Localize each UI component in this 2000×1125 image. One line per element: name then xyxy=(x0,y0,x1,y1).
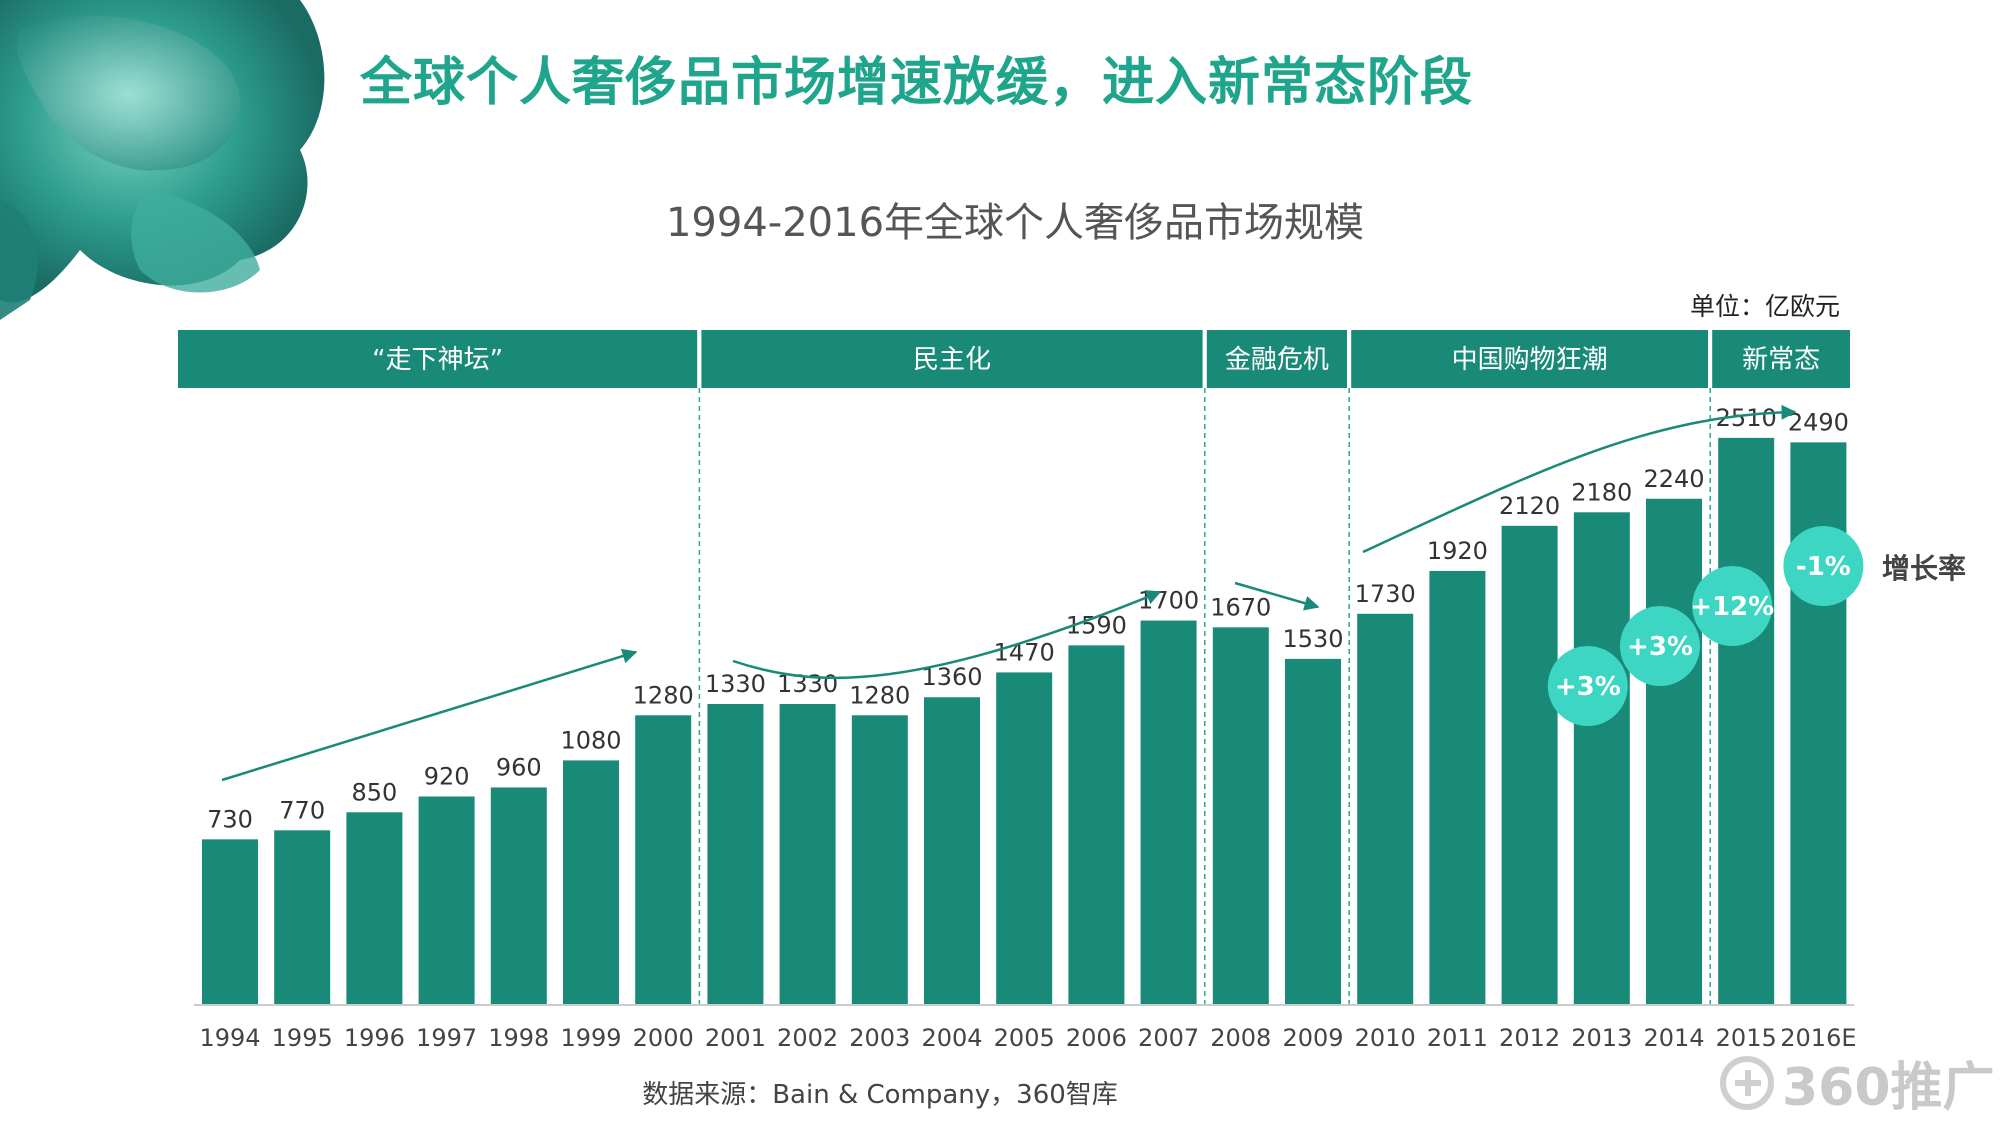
x-tick-label: 2016E xyxy=(1780,1024,1856,1052)
x-tick-label: 2003 xyxy=(849,1024,910,1052)
phase-label: 新常态 xyxy=(1742,345,1820,375)
data-label: 1530 xyxy=(1282,625,1343,653)
chart-title: 1994-2016年全球个人奢侈品市场规模 xyxy=(665,200,1365,246)
x-tick-label: 2010 xyxy=(1355,1024,1416,1052)
data-label: 2120 xyxy=(1499,492,1560,520)
phase-band xyxy=(701,330,1203,388)
bar xyxy=(924,697,980,1004)
bar xyxy=(1357,613,1414,1004)
growth-badge-label: +3% xyxy=(1555,672,1621,702)
data-label: 770 xyxy=(279,796,325,824)
unit-label: 单位：亿欧元 xyxy=(1689,292,1840,321)
x-tick-label: 2011 xyxy=(1427,1024,1488,1052)
bar xyxy=(1573,512,1630,1004)
growth-badge-label: +3% xyxy=(1627,632,1693,662)
decorative-ink-image xyxy=(0,0,325,320)
x-tick-label: 2014 xyxy=(1643,1024,1704,1052)
bar xyxy=(1068,645,1125,1004)
phase-label: 民主化 xyxy=(913,345,991,375)
trend-arrow xyxy=(1234,581,1320,611)
data-label: 1280 xyxy=(849,681,910,709)
bar xyxy=(1285,658,1341,1004)
x-tick-label: 1998 xyxy=(488,1024,549,1052)
brand-logo: 360推广 xyxy=(1720,1045,1995,1120)
growth-badge-label: +12% xyxy=(1690,592,1774,622)
data-label: 1080 xyxy=(560,726,621,754)
bar xyxy=(346,812,403,1004)
data-label: 2490 xyxy=(1788,408,1849,436)
bar xyxy=(1501,525,1558,1004)
data-label: 1330 xyxy=(705,670,766,698)
x-tick-label: 2007 xyxy=(1138,1024,1199,1052)
data-label: 1920 xyxy=(1427,537,1488,565)
data-label: 2180 xyxy=(1571,478,1632,506)
bar xyxy=(996,672,1053,1004)
trend-arrow xyxy=(221,648,638,782)
data-label: 850 xyxy=(351,778,397,806)
growth-badge xyxy=(1692,566,1773,646)
bar xyxy=(202,839,258,1004)
bar xyxy=(274,830,331,1004)
trend-arrow xyxy=(1362,404,1797,554)
x-tick-label: 1999 xyxy=(560,1024,621,1052)
bar xyxy=(563,760,619,1004)
bar xyxy=(1646,498,1702,1004)
x-tick-label: 2005 xyxy=(994,1024,1055,1052)
x-tick-label: 1995 xyxy=(272,1024,333,1052)
x-tick-label: 2004 xyxy=(921,1024,982,1052)
data-label: 1730 xyxy=(1355,580,1416,608)
source-label: 数据来源：Bain & Company，360智库 xyxy=(642,1080,1118,1110)
growth-badge xyxy=(1620,606,1700,686)
bar xyxy=(851,715,908,1004)
growth-rate-label: 增长率 xyxy=(1882,552,1966,585)
x-tick-label: 2006 xyxy=(1066,1024,1127,1052)
x-tick-label: 2013 xyxy=(1571,1024,1632,1052)
bar xyxy=(1429,570,1486,1004)
data-label: 2240 xyxy=(1643,465,1704,493)
bar xyxy=(490,787,547,1004)
x-tick-label: 2009 xyxy=(1282,1024,1343,1052)
data-label: 730 xyxy=(207,805,253,833)
trend-arrow xyxy=(732,590,1162,680)
bar xyxy=(1212,627,1269,1004)
data-label: 1670 xyxy=(1210,593,1271,621)
data-label: 1280 xyxy=(633,681,694,709)
phase-band xyxy=(178,330,698,388)
phase-label: 金融危机 xyxy=(1225,345,1329,375)
bar xyxy=(1140,620,1197,1004)
growth-badge-label: -1% xyxy=(1796,552,1851,582)
phase-label: 中国购物狂潮 xyxy=(1452,345,1608,375)
x-tick-label: 2008 xyxy=(1210,1024,1271,1052)
slide-title: 全球个人奢侈品市场增速放缓，进入新常态阶段 xyxy=(360,53,1474,113)
brand-text: 360推广 xyxy=(1782,1058,1995,1118)
growth-badge xyxy=(1547,646,1628,726)
growth-badge xyxy=(1783,526,1864,606)
x-tick-label: 2000 xyxy=(633,1024,694,1052)
data-label: 960 xyxy=(496,753,542,781)
x-tick-label: 2015 xyxy=(1716,1024,1777,1052)
x-tick-label: 2001 xyxy=(705,1024,766,1052)
bar xyxy=(779,704,836,1004)
bar xyxy=(1718,437,1775,1004)
x-tick-label: 1994 xyxy=(199,1024,260,1052)
phase-band xyxy=(1712,330,1850,388)
x-tick-label: 1996 xyxy=(344,1024,405,1052)
phase-label: “走下神坛” xyxy=(372,345,503,375)
bar xyxy=(635,715,692,1004)
x-tick-label: 2002 xyxy=(777,1024,838,1052)
data-label: 1700 xyxy=(1138,587,1199,615)
bar xyxy=(707,704,764,1004)
plus-circle-icon xyxy=(1720,1055,1774,1110)
phase-band xyxy=(1206,330,1347,388)
x-tick-label: 1997 xyxy=(416,1024,477,1052)
bar xyxy=(418,796,475,1004)
phase-band xyxy=(1351,330,1708,388)
data-label: 920 xyxy=(424,762,470,790)
x-tick-label: 2012 xyxy=(1499,1024,1560,1052)
